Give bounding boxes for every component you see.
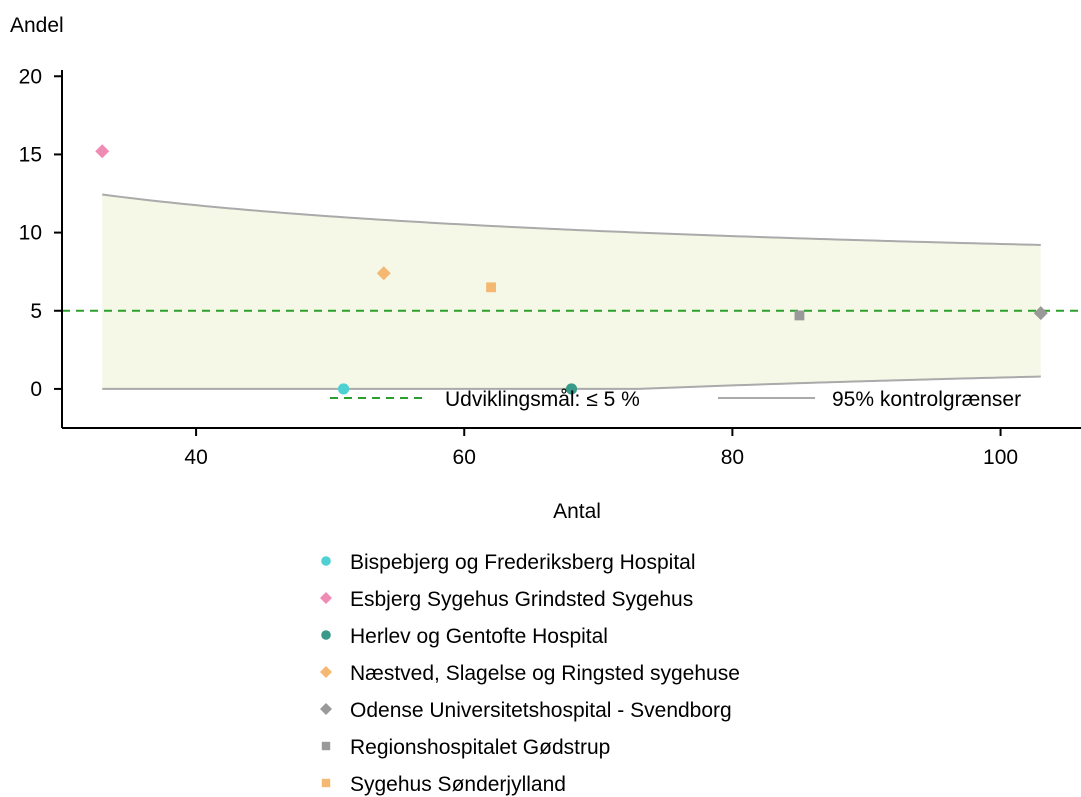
legend-series-label: Herlev og Gentofte Hospital	[350, 625, 608, 648]
legend-series-label: Bispebjerg og Frederiksberg Hospital	[350, 551, 696, 574]
data-point	[1033, 306, 1048, 321]
x-axis-title: Antal	[553, 500, 601, 523]
y-tick-label: 0	[30, 378, 42, 401]
data-point	[486, 282, 496, 293]
data-point	[95, 144, 110, 159]
y-tick-label: 15	[19, 143, 42, 166]
plot-area: 0 5 10 15 20 40 60 80 100	[19, 65, 1081, 469]
x-tick-label: 60	[453, 446, 476, 469]
legend-target-label: Udviklingsmål: ≤ 5 %	[445, 388, 640, 411]
data-point	[794, 310, 805, 321]
legend-marker	[321, 778, 331, 788]
legend-series-label: Sygehus Sønderjylland	[350, 773, 566, 796]
legend-marker	[320, 703, 332, 715]
legend-series-label: Odense Universitetshospital - Svendborg	[350, 699, 732, 722]
legend-control-limit-label: 95% kontrolgrænser	[832, 388, 1021, 411]
control-limit-band	[102, 194, 1041, 389]
legend-marker	[320, 592, 332, 604]
legend-marker	[320, 666, 332, 678]
legend-marker	[321, 556, 331, 566]
y-axis-title: Andel	[10, 14, 64, 37]
data-point	[565, 383, 578, 395]
x-tick-label: 80	[721, 446, 744, 469]
upper-control-limit-line	[102, 193, 1041, 246]
legend-marker	[321, 741, 331, 751]
legend-marker	[321, 630, 331, 640]
legend: Udviklingsmål: ≤ 5 % 95% kontrolgrænser Bi…	[320, 388, 1021, 796]
y-tick-label: 10	[19, 222, 42, 245]
legend-series-label: Regionshospitalet Gødstrup	[350, 736, 610, 759]
data-point	[337, 383, 350, 395]
data-point	[376, 266, 391, 281]
x-tick-label: 100	[983, 446, 1018, 469]
x-tick-label: 40	[184, 446, 207, 469]
legend-series-label: Næstved, Slagelse og Ringsted sygehuse	[350, 662, 740, 685]
y-tick-label: 5	[30, 300, 42, 323]
y-tick-label: 20	[19, 65, 42, 88]
legend-series-label: Esbjerg Sygehus Grindsted Sygehus	[350, 588, 693, 611]
